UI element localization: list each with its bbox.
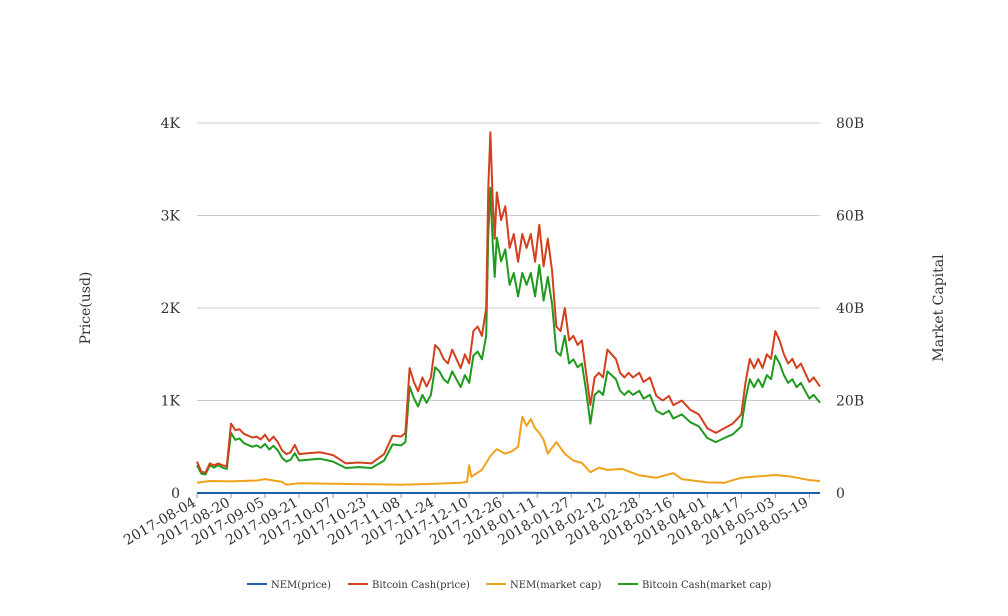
right-tick-label: 60B <box>836 209 864 225</box>
left-tick-label: 2K <box>161 301 181 317</box>
left-tick-label: 4K <box>161 116 181 132</box>
left-tick-label: 0 <box>171 486 180 502</box>
right-tick-label: 40B <box>836 301 864 317</box>
right-axis-ticks: 0 20B 40B 60B 80B <box>836 116 864 502</box>
series-line-bitcoin-cash-price <box>196 131 821 474</box>
left-tick-label: 3K <box>161 209 181 225</box>
series-line-bitcoin-cash-market-cap <box>196 186 821 476</box>
right-tick-label: 80B <box>836 116 864 132</box>
legend-item: NEM(market cap) <box>486 580 602 591</box>
legend-label: Bitcoin Cash(price) <box>372 580 470 591</box>
legend-item: NEM(price) <box>247 580 331 591</box>
legend: NEM(price) Bitcoin Cash(price) NEM(market … <box>247 580 771 591</box>
legend-item: Bitcoin Cash(market cap) <box>618 580 771 591</box>
legend-label: NEM(price) <box>271 580 331 591</box>
right-tick-label: 20B <box>836 394 864 410</box>
x-axis-ticks: 2017-08-042017-08-202017-09-052017-09-21… <box>121 493 811 549</box>
series-layer <box>196 131 821 494</box>
right-tick-label: 0 <box>836 486 845 502</box>
legend-label: Bitcoin Cash(market cap) <box>642 580 771 591</box>
legend-label: NEM(market cap) <box>510 580 602 591</box>
left-axis-ticks: 0 1K 2K 3K 4K <box>161 116 181 502</box>
left-axis-title: Price(usd) <box>78 272 94 345</box>
right-axis-title: Market Capital <box>931 254 947 362</box>
legend-item: Bitcoin Cash(price) <box>348 580 470 591</box>
series-line-nem-market-cap <box>196 415 821 486</box>
left-tick-label: 1K <box>161 394 181 410</box>
